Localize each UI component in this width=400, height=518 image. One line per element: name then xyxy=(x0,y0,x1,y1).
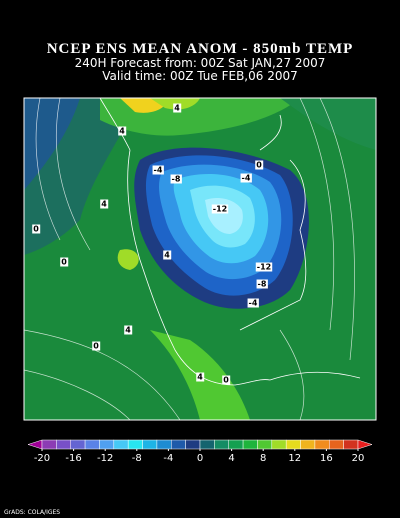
contour-label-box xyxy=(152,165,164,175)
contour-label-box xyxy=(163,250,172,260)
contour-label: 4 xyxy=(125,326,131,335)
contour-labels: 4 4 -4 -8 -4 0 -12 4 0 0 -12 -8 -4 4 4 0… xyxy=(32,103,273,385)
colorbar-swatch xyxy=(314,439,330,450)
colorbar-label: 4 xyxy=(228,453,234,464)
colorbar-swatch xyxy=(142,439,158,450)
colorbar-swatch xyxy=(228,439,244,450)
contour-label-box xyxy=(247,298,259,308)
colorbar-label: 16 xyxy=(320,453,333,464)
colorbar-swatch xyxy=(127,439,143,450)
contour-label: -8 xyxy=(258,280,267,289)
contour-label-box xyxy=(255,262,273,272)
contour-label: 4 xyxy=(101,200,107,209)
colorbar: -20 -16 -12 -8 -4 0 4 8 12 16 20 xyxy=(27,439,373,464)
contour-label-box xyxy=(100,199,109,209)
contour-label: 0 xyxy=(61,258,67,267)
colorbar-swatch xyxy=(156,439,172,450)
colorbar-swatch xyxy=(171,439,186,450)
contour-label: -12 xyxy=(213,205,227,214)
contour-label-box xyxy=(240,173,252,183)
colorbar-label: 0 xyxy=(197,453,203,464)
contour-label: 4 xyxy=(119,127,125,136)
contour-label: -8 xyxy=(172,175,181,184)
contour-label: 0 xyxy=(223,376,229,385)
colorbar-swatch xyxy=(84,439,100,450)
contour-label-box xyxy=(211,204,229,214)
map-frame xyxy=(23,97,377,421)
forecast-line: 240H Forecast from: 00Z Sat JAN,27 2007 xyxy=(75,56,326,70)
contour-label: 0 xyxy=(93,342,99,351)
colorbar-label: -8 xyxy=(132,453,142,464)
contour-label-box xyxy=(32,224,41,234)
colorbar-swatch xyxy=(214,439,229,450)
map xyxy=(24,98,376,420)
title: NCEP ENS MEAN ANOM - 850mb TEMP xyxy=(47,41,354,57)
contour-label: 4 xyxy=(174,104,180,113)
colorbar-swatch xyxy=(257,439,273,450)
contour-label-box xyxy=(196,372,205,382)
colorbar-swatch xyxy=(199,439,215,450)
colorbar-label: 8 xyxy=(260,453,266,464)
colorbar-label: -12 xyxy=(97,453,113,464)
contour-label: 4 xyxy=(164,251,170,260)
colorbar-swatch xyxy=(343,439,359,450)
contour-label-box xyxy=(118,126,127,136)
contour-label-box xyxy=(92,341,101,351)
colorbar-swatch xyxy=(113,439,129,450)
colorbar-label: 20 xyxy=(352,453,365,464)
contour-label-box xyxy=(60,257,69,267)
contour-label: -12 xyxy=(257,263,271,272)
colorbar-swatch xyxy=(329,439,344,450)
contour-label-box xyxy=(124,325,133,335)
contour-label-box xyxy=(170,174,182,184)
colorbar-swatch xyxy=(300,439,316,450)
credit: GrADS: COLA/IGES xyxy=(4,509,60,516)
contour-label-box xyxy=(255,160,264,170)
colorbar-swatch xyxy=(185,439,201,450)
contour-label: 0 xyxy=(256,161,262,170)
contour-label: 4 xyxy=(197,373,203,382)
colorbar-swatch xyxy=(271,439,287,450)
contour-label: -4 xyxy=(249,299,258,308)
colorbar-swatch xyxy=(41,439,57,450)
contour-label-box xyxy=(222,375,231,385)
colorbar-swatch xyxy=(99,439,115,450)
colorbar-label: 12 xyxy=(288,453,301,464)
contour-label: -4 xyxy=(242,174,251,183)
colorbar-swatch xyxy=(70,439,86,450)
contour-label-box xyxy=(173,103,182,113)
colorbar-end xyxy=(357,439,373,450)
colorbar-swatch xyxy=(285,439,301,450)
colorbar-label: -20 xyxy=(34,453,50,464)
contour-label: -4 xyxy=(154,166,163,175)
contour-label: 0 xyxy=(33,225,39,234)
colorbar-swatch xyxy=(56,439,71,450)
valid-line: Valid time: 00Z Tue FEB,06 2007 xyxy=(102,69,297,83)
colorbar-swatch xyxy=(242,439,258,450)
colorbar-label: -16 xyxy=(65,453,81,464)
colorbar-label: -4 xyxy=(163,453,173,464)
contour-label-box xyxy=(256,279,268,289)
